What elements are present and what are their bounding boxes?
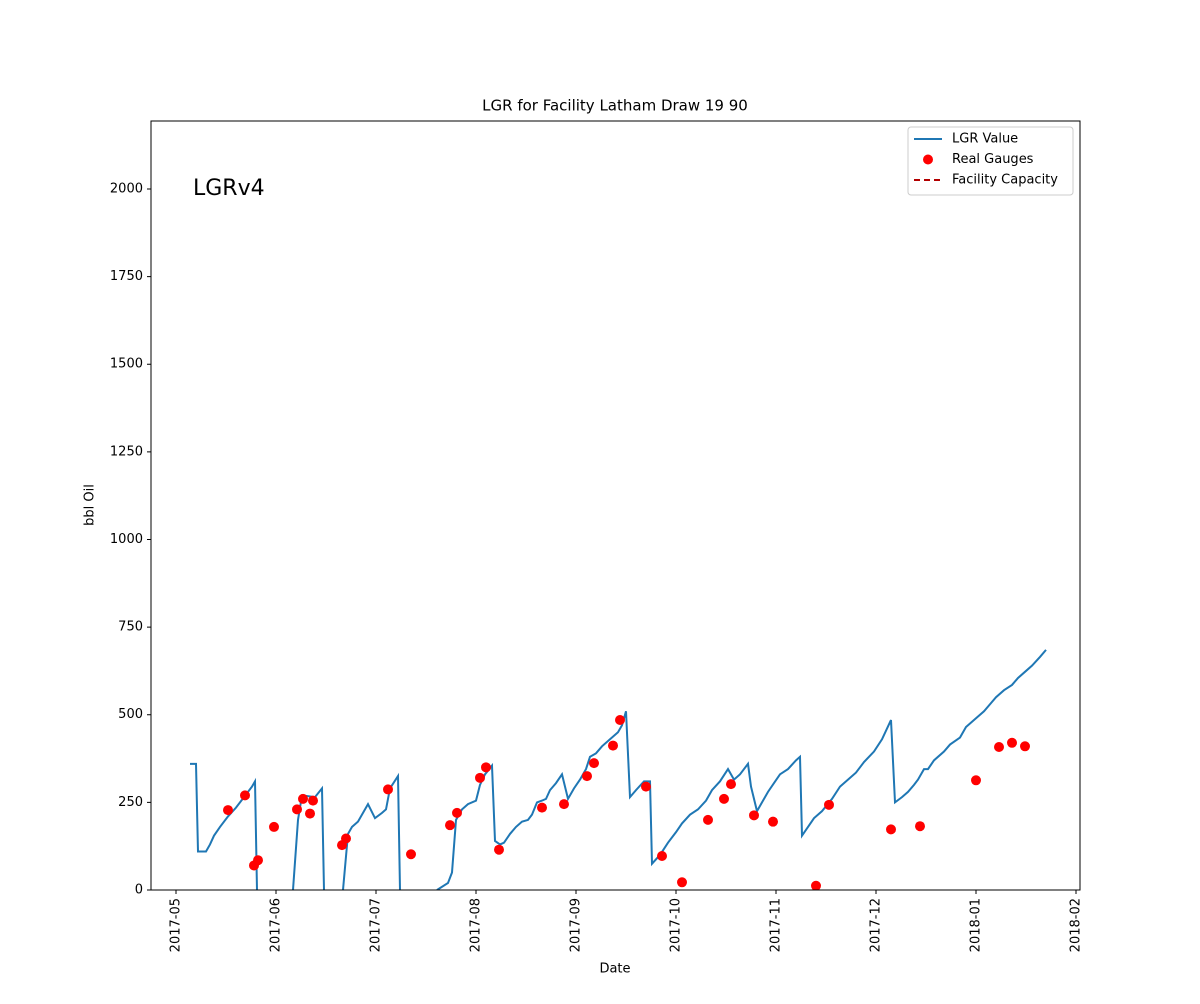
gauge-point	[494, 844, 504, 855]
x-tick-label: 2018-01	[969, 898, 984, 952]
plot-area	[190, 649, 1047, 890]
gauge-point	[641, 781, 651, 792]
gauge-point	[298, 793, 308, 804]
gauge-point	[589, 758, 599, 769]
gauge-point	[657, 851, 667, 862]
y-tick-label: 0	[135, 883, 143, 898]
gauge-point	[559, 799, 569, 810]
y-tick-label: 500	[118, 707, 143, 722]
x-tick-label: 2018-02	[1069, 898, 1084, 952]
gauge-point	[240, 790, 250, 801]
legend-box	[907, 126, 1074, 196]
gauge-point	[677, 877, 687, 888]
gauge-point	[994, 741, 1004, 752]
gauge-point	[341, 833, 351, 844]
gauge-point	[308, 795, 318, 806]
gauge-point	[768, 816, 778, 827]
gauge-point	[475, 772, 485, 783]
annotation: LGRv4	[193, 176, 265, 201]
gauge-point	[223, 805, 233, 816]
gauge-point	[1020, 741, 1030, 752]
gauge-point	[269, 821, 279, 832]
legend-label: Real Gauges	[952, 152, 1034, 167]
gauge-point	[481, 762, 491, 773]
legend-label: Facility Capacity	[952, 173, 1058, 188]
y-tick-label: 1000	[110, 532, 143, 547]
x-axis-label: Date	[599, 962, 630, 977]
gauge-point	[305, 808, 315, 819]
y-tick-label: 250	[118, 795, 143, 810]
gauge-point	[406, 849, 416, 860]
x-tick-label: 2017-06	[269, 898, 284, 952]
x-tick-label: 2017-07	[369, 898, 384, 952]
gauge-point	[608, 740, 618, 751]
gauge-point	[253, 855, 263, 866]
x-tick-label: 2017-05	[169, 898, 184, 952]
gauge-point	[1007, 737, 1017, 748]
lgr-line	[190, 649, 1047, 890]
gauge-point	[811, 880, 821, 890]
gauge-point	[445, 820, 455, 831]
gauge-point	[749, 810, 759, 821]
axes-frame	[150, 120, 1081, 891]
gauge-point	[719, 793, 729, 804]
gauge-point	[726, 779, 736, 790]
legend-swatch	[923, 154, 933, 165]
gauge-point	[886, 824, 896, 835]
gauge-point	[824, 799, 834, 810]
x-tick-label: 2017-08	[469, 898, 484, 952]
gauge-point	[452, 807, 462, 818]
gauge-point	[915, 821, 925, 832]
x-tick-label: 2017-12	[869, 898, 884, 952]
x-tick-label: 2017-10	[669, 898, 684, 952]
gauge-point	[537, 802, 547, 813]
gauge-point	[582, 771, 592, 782]
y-tick-label: 750	[118, 620, 143, 635]
legend-label: LGR Value	[952, 132, 1018, 147]
y-axis-label: bbl Oil	[83, 484, 98, 526]
gauge-point	[615, 715, 625, 726]
gauge-point	[292, 804, 302, 815]
y-tick-label: 2000	[110, 181, 143, 196]
x-tick-label: 2017-09	[569, 898, 584, 952]
gauge-point	[383, 784, 393, 795]
x-tick-label: 2017-11	[769, 898, 784, 952]
gauge-point	[703, 814, 713, 825]
y-tick-label: 1250	[110, 444, 143, 459]
y-tick-label: 1500	[110, 357, 143, 372]
y-tick-label: 1750	[110, 269, 143, 284]
chart-title: LGR for Facility Latham Draw 19 90	[482, 97, 748, 115]
gauge-point	[971, 775, 981, 786]
